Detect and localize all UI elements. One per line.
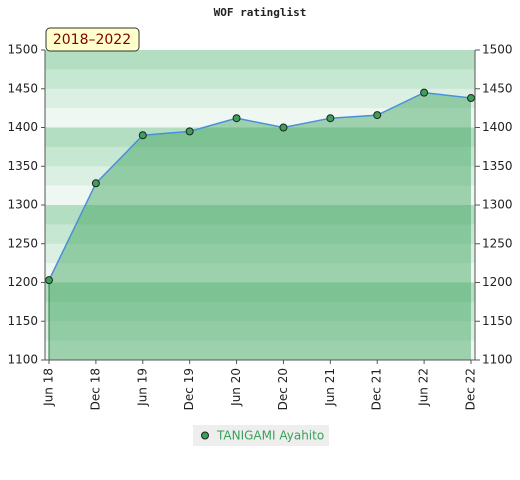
y2-tick-label: 1100 bbox=[482, 353, 513, 367]
y2-tick-label: 1200 bbox=[482, 275, 513, 289]
point bbox=[45, 276, 53, 285]
x-tick-label: Jun 19 bbox=[135, 368, 149, 407]
x-tick-label: Jun 21 bbox=[323, 368, 337, 407]
legend-marker bbox=[201, 431, 209, 440]
background-band bbox=[45, 146, 475, 167]
x-tick-label: Dec 21 bbox=[370, 368, 384, 410]
background-band bbox=[45, 224, 475, 245]
background-band bbox=[45, 127, 475, 148]
background-band bbox=[45, 108, 475, 128]
y-tick-label: 1450 bbox=[7, 81, 38, 95]
period-box bbox=[45, 27, 140, 52]
background-band bbox=[45, 69, 475, 90]
background-band bbox=[45, 205, 475, 225]
y-tick-label: 1150 bbox=[7, 314, 38, 328]
point bbox=[185, 127, 194, 136]
y2-tick-label: 1350 bbox=[482, 159, 513, 173]
area bbox=[49, 92, 471, 360]
x-tick-label: Dec 19 bbox=[182, 368, 196, 410]
background-band bbox=[45, 243, 475, 264]
y-tick-label: 1100 bbox=[7, 353, 38, 367]
x-tick-label: Jun 20 bbox=[229, 368, 243, 407]
point bbox=[467, 94, 475, 103]
x-tick-label: Dec 18 bbox=[88, 368, 102, 410]
point bbox=[420, 88, 429, 97]
background-band bbox=[45, 340, 475, 361]
y-tick-label: 1500 bbox=[7, 43, 38, 57]
line bbox=[48, 91, 472, 281]
y-tick-label: 1350 bbox=[7, 159, 38, 173]
point bbox=[138, 131, 147, 140]
x-tick-label: Jun 18 bbox=[42, 368, 56, 407]
y2-tick-label: 1450 bbox=[482, 81, 513, 95]
point bbox=[91, 179, 100, 188]
background-band bbox=[45, 263, 475, 283]
background-band bbox=[45, 88, 475, 109]
y2-tick-label: 1500 bbox=[482, 43, 513, 57]
point bbox=[279, 123, 288, 132]
legend-label[interactable]: TANIGAMI Ayahito bbox=[216, 429, 324, 443]
y-tick-label: 1300 bbox=[7, 198, 38, 212]
x-tick-label: Dec 20 bbox=[276, 368, 290, 410]
y2-tick-label: 1400 bbox=[482, 120, 513, 134]
y2-tick-label: 1150 bbox=[482, 314, 513, 328]
background-band bbox=[45, 50, 475, 70]
point bbox=[232, 114, 241, 123]
background-band bbox=[45, 282, 475, 303]
point bbox=[326, 114, 335, 123]
background-band bbox=[45, 321, 475, 342]
y-tick-label: 1200 bbox=[7, 275, 38, 289]
period-label: 2018–2022 bbox=[53, 32, 131, 48]
y-tick-label: 1250 bbox=[7, 236, 38, 250]
y2-tick-label: 1300 bbox=[482, 198, 513, 212]
legend[interactable] bbox=[193, 425, 329, 446]
x-tick-label: Jun 22 bbox=[417, 368, 431, 407]
x-tick-label: Dec 22 bbox=[464, 368, 478, 410]
background-band bbox=[45, 185, 475, 206]
point bbox=[373, 111, 382, 120]
background-band bbox=[45, 166, 475, 187]
chart-title: WOF ratinglist bbox=[214, 6, 307, 19]
background-band bbox=[45, 301, 475, 322]
y-tick-label: 1400 bbox=[7, 120, 38, 134]
y2-tick-label: 1250 bbox=[482, 236, 513, 250]
